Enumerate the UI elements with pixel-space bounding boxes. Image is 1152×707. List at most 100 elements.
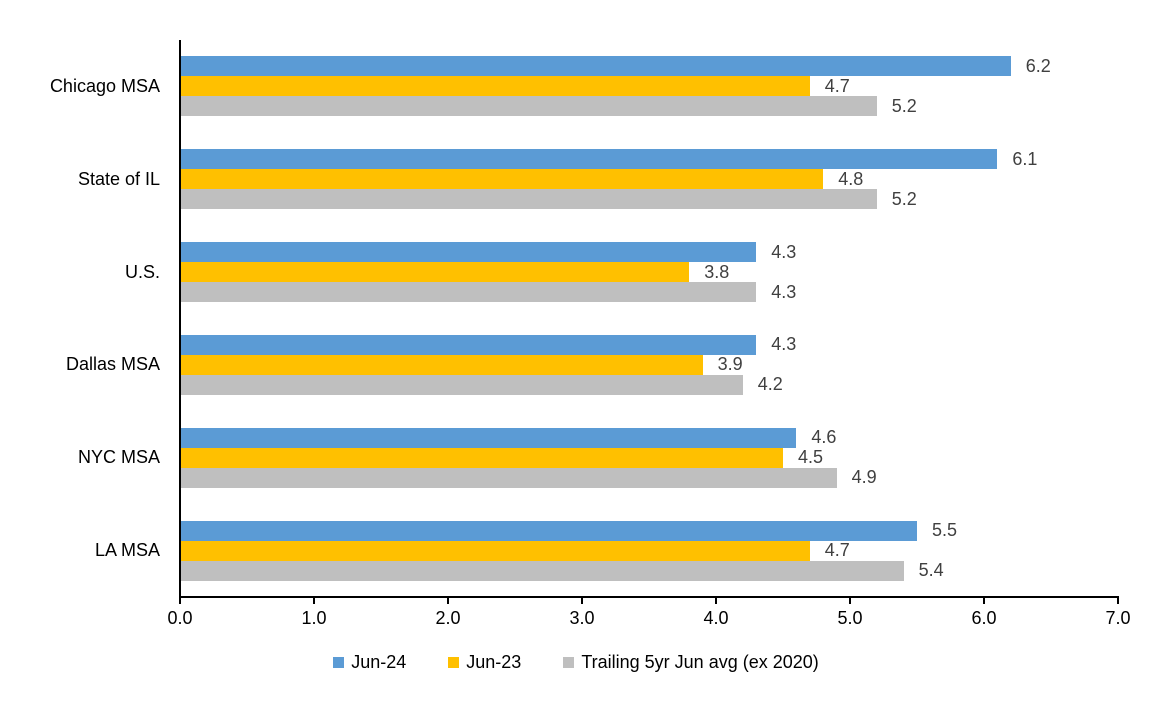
x-tick-mark bbox=[581, 598, 583, 604]
x-tick-label: 1.0 bbox=[301, 608, 327, 628]
x-tick-mark bbox=[1117, 598, 1119, 604]
legend-item-trailing-5yr-jun-avg-ex-2020: Trailing 5yr Jun avg (ex 2020) bbox=[563, 652, 819, 673]
bar-stack: 6.1 4.8 5.2 bbox=[180, 148, 1118, 210]
bar-jun-23 bbox=[180, 354, 703, 375]
category-label: Chicago MSA bbox=[49, 75, 160, 96]
bar-jun-24 bbox=[180, 242, 757, 263]
bar-group-u-s: U.S. 4.3 3.8 4.3 bbox=[125, 226, 1118, 319]
data-label: 4.5 bbox=[798, 447, 824, 468]
category-label: State of IL bbox=[77, 168, 160, 189]
bar-row: 4.3 bbox=[180, 241, 1118, 263]
x-tick-label: 2.0 bbox=[435, 608, 461, 628]
bar-group-dallas-msa: Dallas MSA 4.3 3.9 4.2 bbox=[66, 318, 1118, 411]
bar-row: 4.5 bbox=[180, 447, 1118, 468]
bar-jun-23 bbox=[180, 540, 810, 561]
data-label: 4.3 bbox=[771, 334, 797, 355]
data-label: 4.9 bbox=[851, 467, 877, 488]
bar-trailing-5yr-jun-avg-ex-2020 bbox=[180, 560, 904, 581]
bar-jun-23 bbox=[180, 262, 690, 283]
bar-jun-23 bbox=[180, 447, 783, 468]
bar-jun-24 bbox=[180, 56, 1011, 77]
x-tick-label: 4.0 bbox=[703, 608, 729, 628]
bar-jun-24 bbox=[180, 334, 757, 355]
data-label: 4.3 bbox=[771, 241, 797, 262]
data-label: 3.9 bbox=[717, 354, 743, 375]
bar-jun-23 bbox=[180, 169, 824, 190]
data-label: 4.2 bbox=[757, 374, 783, 395]
data-label: 4.3 bbox=[771, 281, 797, 302]
bar-jun-24 bbox=[180, 520, 917, 541]
bar-row: 5.5 bbox=[180, 520, 1118, 541]
bar-stack: 6.2 4.7 5.2 bbox=[180, 55, 1118, 117]
bar-stack: 4.3 3.9 4.2 bbox=[180, 334, 1118, 395]
x-tick-label: 5.0 bbox=[837, 608, 863, 628]
category-label: LA MSA bbox=[94, 540, 160, 561]
category-label: U.S. bbox=[124, 261, 160, 282]
data-label: 3.8 bbox=[704, 261, 730, 282]
x-tick-label: 3.0 bbox=[569, 608, 595, 628]
x-tick-label: 0.0 bbox=[167, 608, 193, 628]
data-label: 5.4 bbox=[918, 560, 944, 581]
data-label: 4.7 bbox=[824, 75, 850, 96]
bar-jun-23 bbox=[180, 76, 810, 97]
bar-row: 4.7 bbox=[180, 540, 1118, 561]
legend-item-jun-24: Jun-24 bbox=[333, 652, 406, 673]
x-tick-mark bbox=[849, 598, 851, 604]
bar-row: 4.6 bbox=[180, 427, 1118, 448]
bar-trailing-5yr-jun-avg-ex-2020 bbox=[180, 374, 743, 395]
x-axis-line bbox=[179, 596, 1119, 598]
bar-row: 5.2 bbox=[180, 188, 1118, 210]
bar-stack: 4.3 3.8 4.3 bbox=[180, 241, 1118, 303]
bar-jun-24 bbox=[180, 149, 998, 170]
bar-trailing-5yr-jun-avg-ex-2020 bbox=[180, 282, 757, 303]
x-tick-label: 6.0 bbox=[971, 608, 997, 628]
x-tick-mark bbox=[715, 598, 717, 604]
bar-row: 3.8 bbox=[180, 261, 1118, 283]
legend-label: Jun-24 bbox=[351, 652, 407, 672]
data-label: 6.1 bbox=[1012, 148, 1038, 169]
bar-row: 4.3 bbox=[180, 334, 1118, 355]
data-label: 4.7 bbox=[824, 540, 850, 561]
x-tick-mark bbox=[313, 598, 315, 604]
bar-row: 3.9 bbox=[180, 354, 1118, 375]
category-label: Dallas MSA bbox=[65, 354, 160, 375]
data-label: 4.6 bbox=[811, 427, 837, 448]
bar-row: 4.3 bbox=[180, 281, 1118, 303]
bar-row: 4.7 bbox=[180, 75, 1118, 97]
bar-jun-24 bbox=[180, 427, 797, 448]
x-tick-mark bbox=[447, 598, 449, 604]
bar-row: 4.9 bbox=[180, 467, 1118, 488]
bar-row: 5.2 bbox=[180, 95, 1118, 117]
bar-trailing-5yr-jun-avg-ex-2020 bbox=[180, 189, 877, 210]
data-label: 5.2 bbox=[891, 188, 917, 209]
y-axis-line bbox=[179, 40, 181, 598]
data-label: 5.5 bbox=[932, 520, 958, 541]
data-label: 5.2 bbox=[891, 95, 917, 116]
legend-swatch-icon bbox=[563, 657, 575, 668]
plot-area: Chicago MSA 6.2 4.7 5.2 State of IL 6.1 4.8 5.2… bbox=[50, 40, 1118, 597]
bar-stack: 5.5 4.7 5.4 bbox=[180, 520, 1118, 581]
bar-stack: 4.6 4.5 4.9 bbox=[180, 427, 1118, 488]
x-tick-mark bbox=[179, 598, 181, 604]
legend-swatch-icon bbox=[448, 657, 460, 668]
bar-row: 6.2 bbox=[180, 55, 1118, 77]
x-tick-label: 7.0 bbox=[1105, 608, 1131, 628]
bar-trailing-5yr-jun-avg-ex-2020 bbox=[180, 96, 877, 117]
bar-row: 4.8 bbox=[180, 168, 1118, 190]
category-label: NYC MSA bbox=[77, 447, 160, 468]
legend-label: Jun-23 bbox=[466, 652, 522, 672]
legend: Jun-24 Jun-23 Trailing 5yr Jun avg (ex 202… bbox=[0, 652, 1152, 673]
bar-group-nyc-msa: NYC MSA 4.6 4.5 4.9 bbox=[78, 411, 1118, 504]
legend-swatch-icon bbox=[333, 657, 345, 668]
bar-trailing-5yr-jun-avg-ex-2020 bbox=[180, 467, 837, 488]
bar-row: 5.4 bbox=[180, 560, 1118, 581]
data-label: 6.2 bbox=[1025, 55, 1051, 76]
legend-label: Trailing 5yr Jun avg (ex 2020) bbox=[581, 652, 819, 672]
bar-group-state-of-il: State of IL 6.1 4.8 5.2 bbox=[78, 133, 1118, 226]
bar-group-chicago-msa: Chicago MSA 6.2 4.7 5.2 bbox=[50, 40, 1118, 133]
data-label: 4.8 bbox=[838, 168, 864, 189]
bar-group-la-msa: LA MSA 5.5 4.7 5.4 bbox=[95, 504, 1118, 597]
legend-item-jun-23: Jun-23 bbox=[448, 652, 521, 673]
x-tick-mark bbox=[983, 598, 985, 604]
